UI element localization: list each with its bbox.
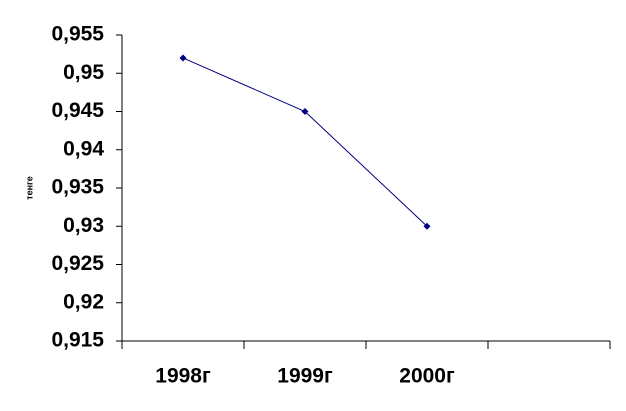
y-tick-label: 0,955 [51,23,104,46]
y-tick-label: 0,92 [63,290,104,313]
y-tick-label: 0,945 [51,99,104,122]
y-tick-label: 0,94 [63,137,104,160]
x-tick-label: 2000г [399,365,455,388]
point-marker [423,222,431,230]
point-marker [301,108,309,115]
y-tick-label: 0,95 [63,61,104,84]
y-tick-label: 0,925 [51,252,104,275]
y-tick-label: 0,915 [51,329,104,352]
x-tick-label: 1998г [155,365,211,388]
y-axis-label: тенге [24,176,34,200]
x-tick-label: 1999г [277,365,333,388]
y-tick-label: 0,93 [63,214,104,237]
y-tick-label: 0,935 [51,176,104,199]
series-line [182,57,428,227]
point-marker [179,54,187,62]
